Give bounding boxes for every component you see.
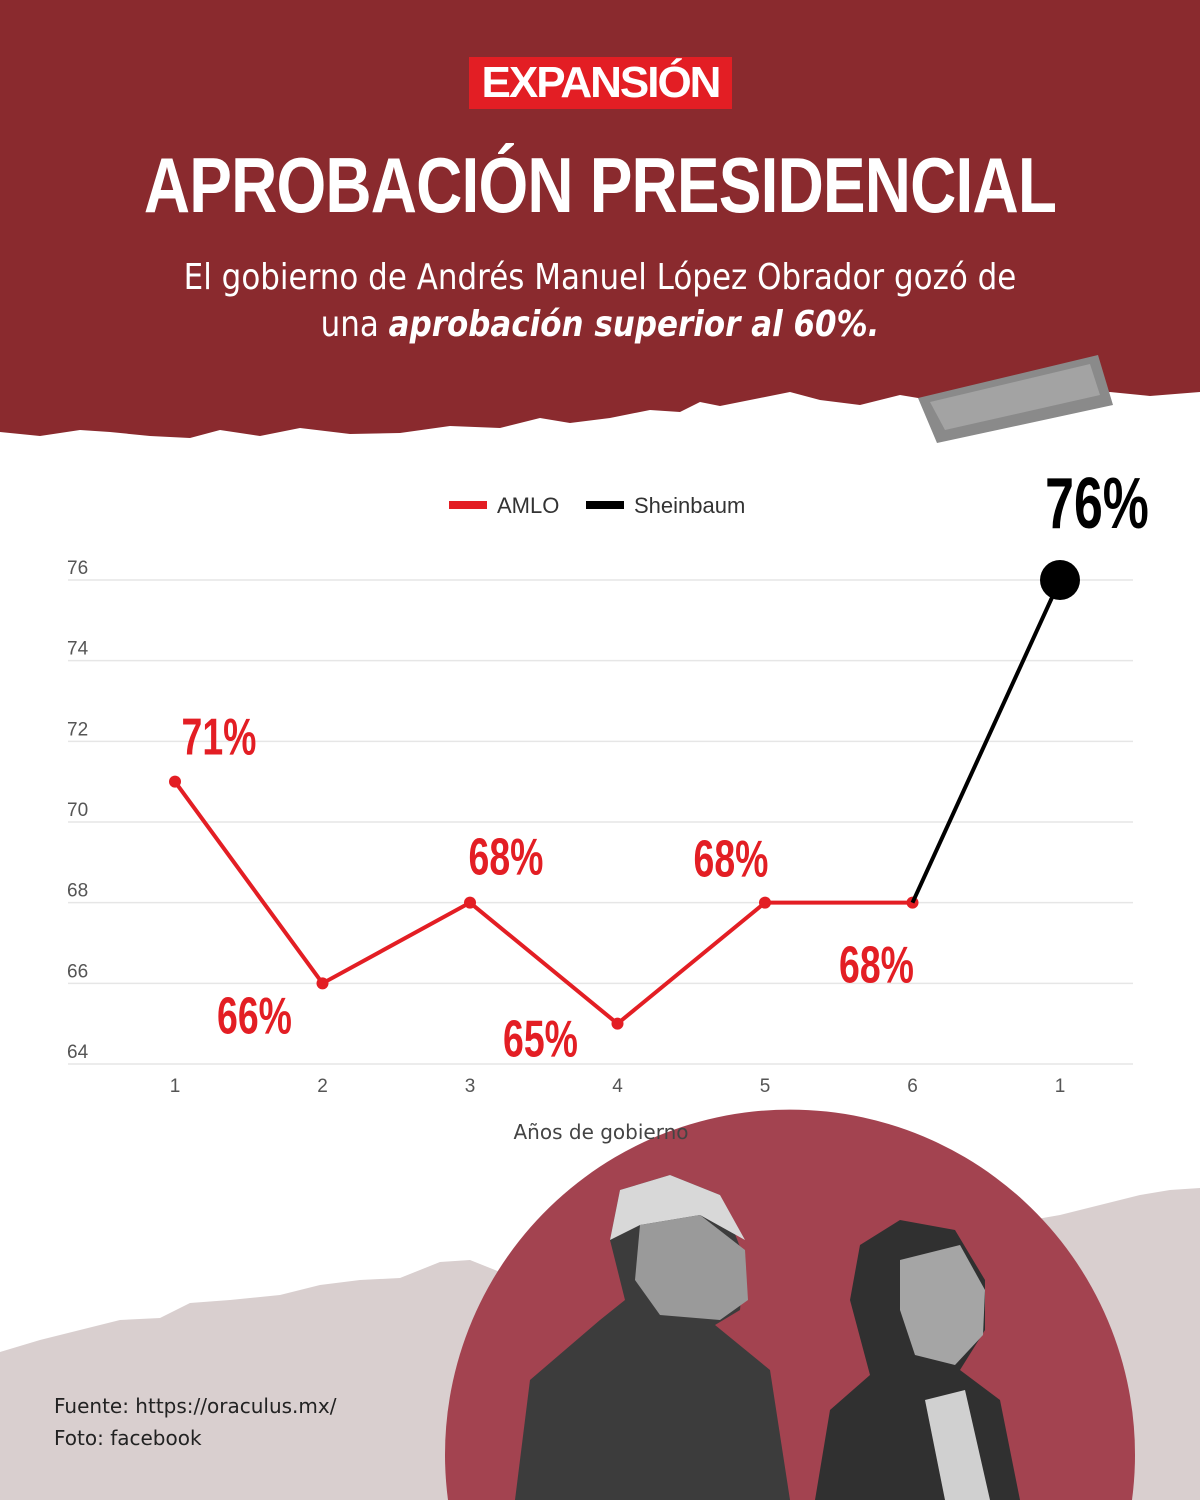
data-label: 68% — [469, 828, 544, 887]
data-label: 68% — [839, 936, 914, 995]
x-tick-label: 2 — [317, 1076, 328, 1097]
data-label: 71% — [182, 708, 257, 767]
series-line-sheinbaum — [910, 579, 1062, 904]
subtitle: El gobierno de Andrés Manuel López Obrad… — [170, 254, 1030, 348]
data-label: 66% — [217, 986, 292, 1045]
y-tick-label: 76 — [67, 558, 88, 579]
x-tick-label: 3 — [465, 1076, 476, 1097]
data-point — [169, 775, 181, 788]
photo-sheinbaum — [815, 1220, 1020, 1500]
x-tick-label: 4 — [612, 1076, 623, 1097]
y-tick-label: 70 — [67, 800, 88, 821]
data-label: 65% — [503, 1010, 578, 1069]
y-tick-label: 68 — [67, 881, 88, 902]
photo-amlo — [515, 1175, 790, 1500]
photo-credit: Foto: facebook — [54, 1426, 202, 1450]
legend-swatch — [586, 501, 624, 509]
y-tick-label: 66 — [67, 961, 88, 982]
header-band — [0, 0, 1200, 438]
legend-label-amlo: AMLO — [497, 493, 559, 518]
page-title: APROBACIÓN PRESIDENCIAL — [143, 141, 1057, 229]
subtitle-plain: El gobierno de Andrés Manuel López Obrad… — [183, 257, 1017, 345]
data-point — [759, 896, 771, 909]
data-point — [1040, 560, 1080, 600]
x-tick-label: 6 — [907, 1076, 918, 1097]
y-tick-label: 72 — [67, 719, 88, 740]
y-tick-label: 64 — [67, 1042, 89, 1063]
legend-label-sheinbaum: Sheinbaum — [634, 493, 745, 518]
data-label: 76% — [1045, 464, 1149, 544]
legend-swatch — [449, 501, 487, 509]
y-tick-label: 74 — [67, 639, 89, 660]
x-axis-label: Años de gobierno — [514, 1120, 689, 1144]
source-text: Fuente: https://oraculus.mx/ — [54, 1394, 337, 1418]
series-line-amlo — [173, 780, 913, 1027]
x-tick-label: 5 — [760, 1076, 771, 1097]
data-point — [316, 977, 329, 990]
data-point — [611, 1017, 624, 1030]
subtitle-bold: aprobación superior al 60%. — [388, 304, 880, 345]
x-tick-label: 1 — [170, 1076, 181, 1097]
tape-icon — [918, 355, 1113, 443]
data-point — [464, 896, 476, 909]
x-tick-label: 1 — [1055, 1076, 1066, 1097]
data-label: 68% — [694, 830, 769, 889]
expansion-logo: EXPANSIÓN — [469, 57, 732, 109]
